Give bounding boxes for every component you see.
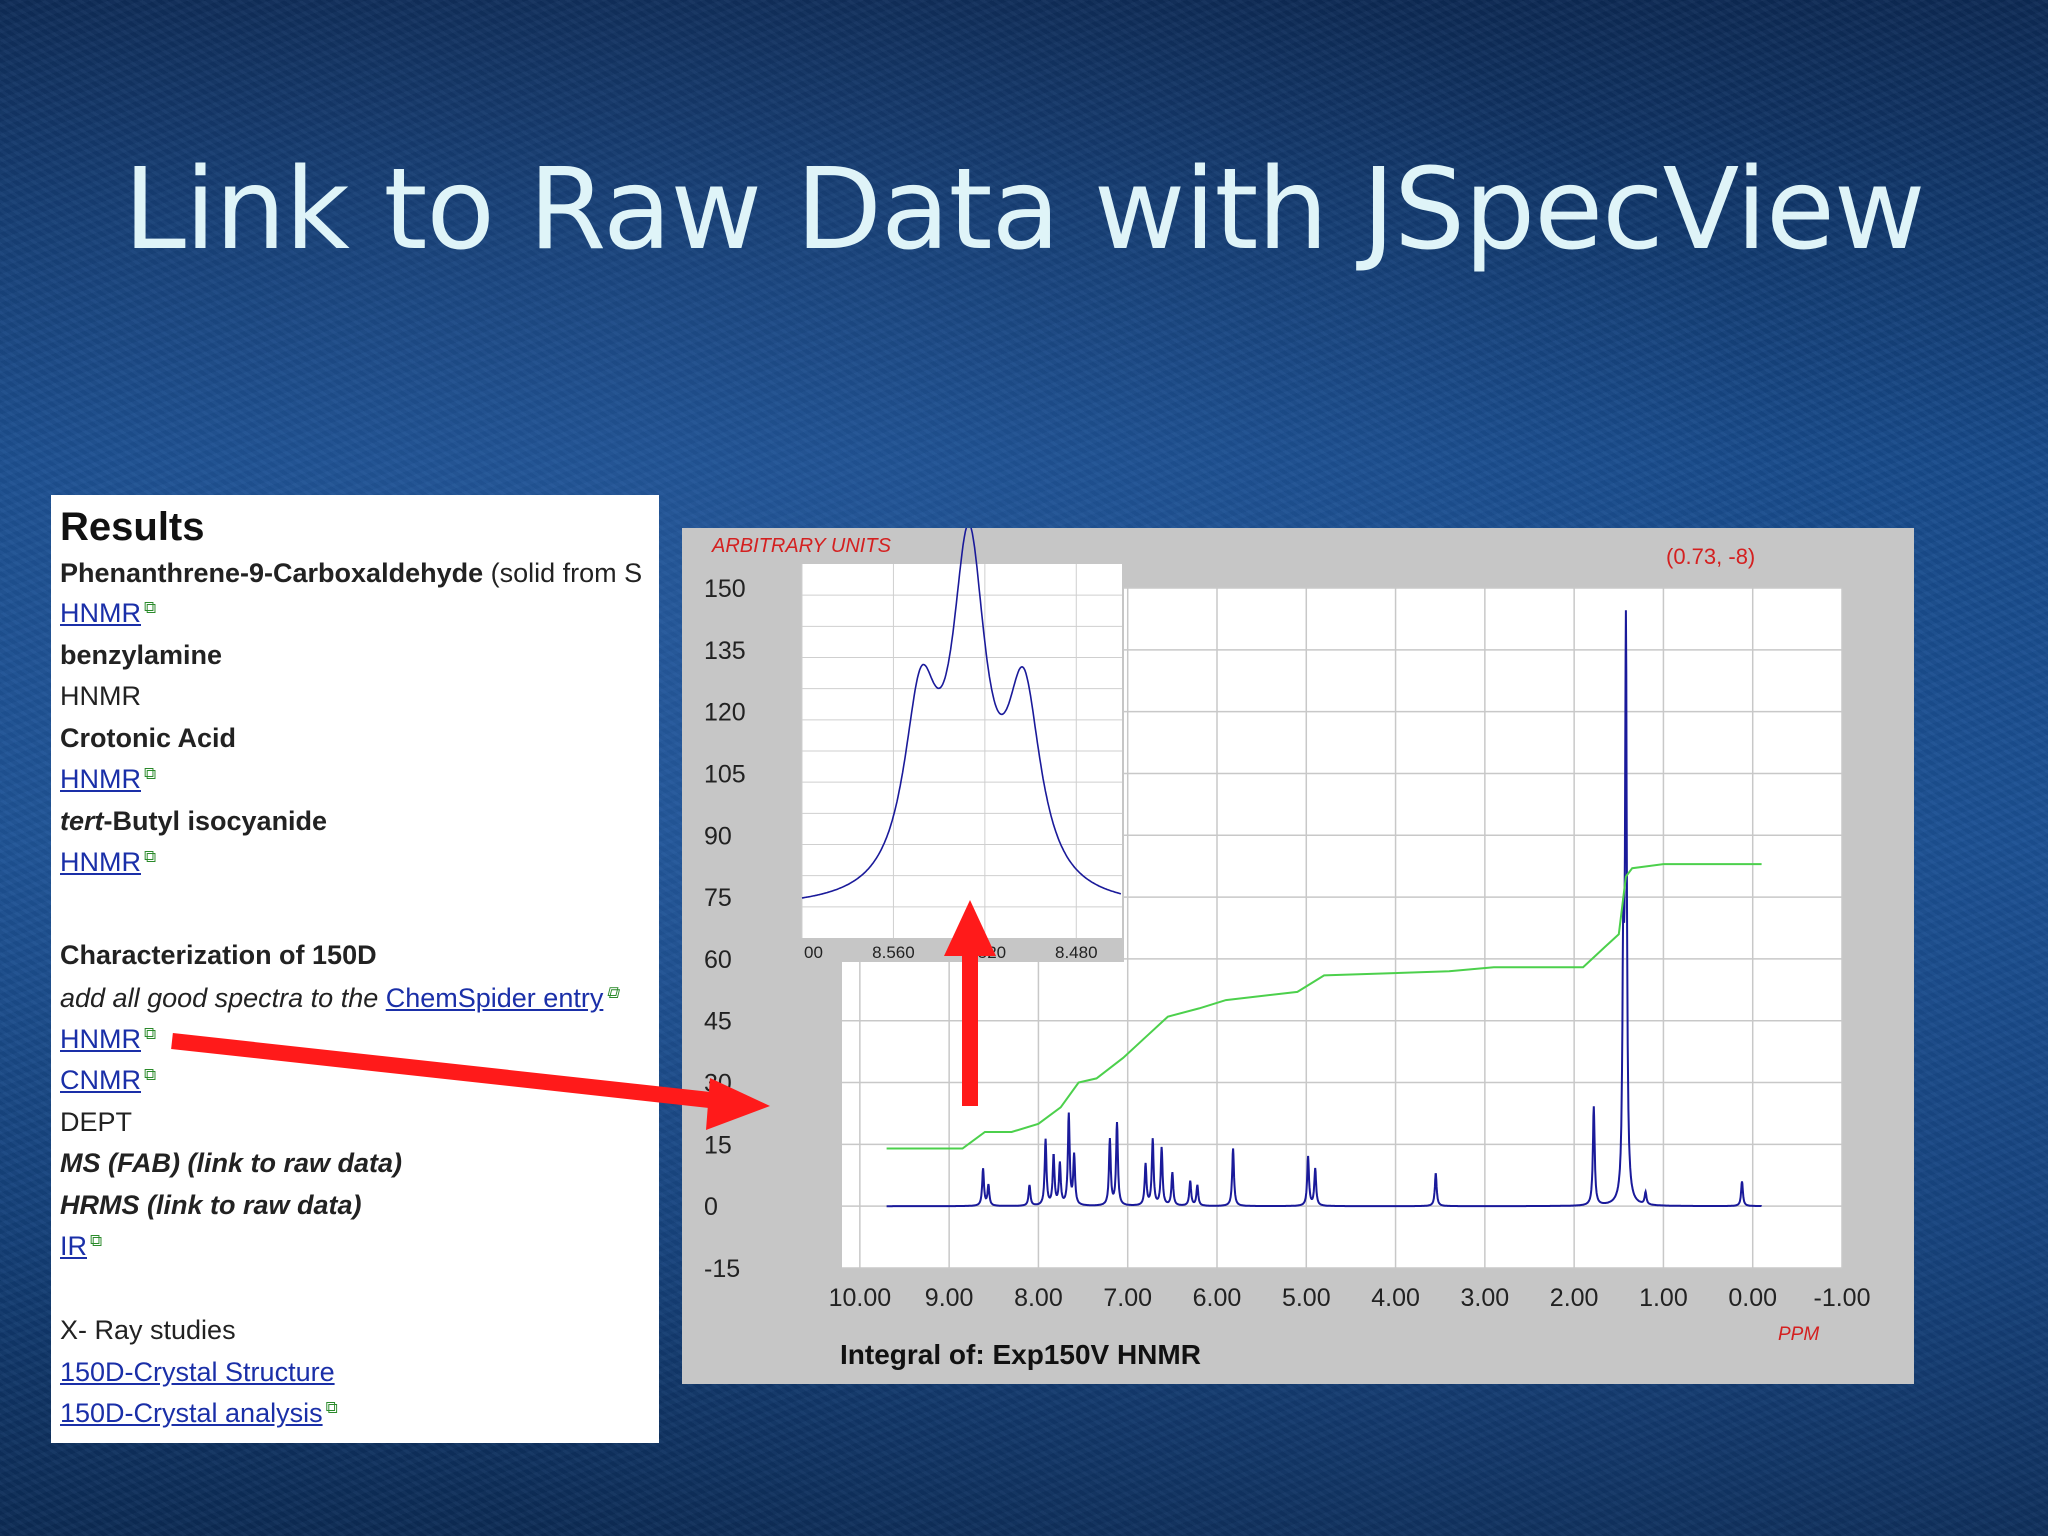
y-tick-label: 135 [704, 637, 746, 665]
compound-benzylamine: benzylamine [60, 640, 223, 670]
xray-heading: X- Ray studies [60, 1315, 236, 1345]
external-link-icon: ⧉ [144, 1065, 157, 1084]
y-tick-label: 105 [704, 760, 746, 788]
x-tick-label: 1.00 [1639, 1284, 1688, 1312]
instruction-text: add all good spectra to the [60, 983, 386, 1013]
x-tick-label: 7.00 [1103, 1284, 1152, 1312]
characterization-instruction: add all good spectra to the ChemSpider e… [60, 983, 618, 1014]
results-panel: Results Phenanthrene-9-Carboxaldehyde (s… [51, 495, 659, 1443]
ir-link-row: IR ⧉ [60, 1231, 102, 1262]
y-tick-label: 120 [704, 699, 746, 727]
red-up-arrow [944, 900, 996, 1106]
external-link-icon: ⧉ [606, 983, 619, 1002]
x-tick-labels: 10.00 9.00 8.00 7.00 6.00 5.00 4.00 3.00 2.00 1.0… [829, 1284, 1871, 1312]
spectrum-caption: Integral of: Exp150V HNMR [840, 1339, 1201, 1370]
slide-title: Link to Raw Data with JSpecView [123, 145, 1926, 275]
x-tick-label: 3.00 [1461, 1284, 1510, 1312]
x-tick-label: 2.00 [1550, 1284, 1599, 1312]
y-tick-label: 30 [704, 1070, 732, 1098]
y-tick-label: 90 [704, 822, 732, 850]
dept-text: DEPT [60, 1107, 133, 1137]
y-tick-label: -15 [704, 1255, 740, 1283]
x-tick-label: 4.00 [1371, 1284, 1420, 1312]
characterization-heading: Characterization of 150D [60, 940, 377, 970]
hnmr-link-row-3: HNMR ⧉ [60, 764, 156, 795]
external-link-icon: ⧉ [144, 764, 157, 783]
compound-tert-butyl: tert-Butyl isocyanide [60, 806, 327, 837]
compound-note: (solid from S [483, 558, 643, 588]
ms-fab-text: MS (FAB) (link to raw data) [60, 1148, 403, 1178]
y-tick-label: 45 [704, 1008, 732, 1036]
y-tick-label: 15 [704, 1131, 732, 1159]
inset-tick-label: 8.480 [1055, 943, 1098, 962]
crystal-structure-link[interactable]: 150D-Crystal Structure [60, 1357, 335, 1387]
x-tick-label: 9.00 [925, 1284, 974, 1312]
x-tick-label: 10.00 [829, 1284, 892, 1312]
y-unit-label: ARBITRARY UNITS [711, 535, 892, 557]
spectrum-trace [886, 610, 1762, 1208]
hnmr-link-row-4: HNMR ⧉ [60, 847, 156, 878]
compound-name: Phenanthrene-9-Carboxaldehyde [60, 558, 484, 588]
integral-trace [886, 863, 1762, 1150]
hnmr-link-tert-butyl[interactable]: HNMR [60, 847, 141, 877]
y-tick-label: 60 [704, 946, 732, 974]
hnmr-link-row-150d: HNMR ⧉ [60, 1024, 156, 1055]
crystal-analysis-row: 150D-Crystal analysis ⧉ [60, 1398, 338, 1429]
inset-grid-lines [801, 564, 1122, 938]
external-link-icon: ⧉ [325, 1398, 338, 1417]
chemspider-link[interactable]: ChemSpider entry [385, 983, 604, 1013]
hnmr-link-crotonic[interactable]: HNMR [60, 764, 141, 794]
compound-crotonic-acid: Crotonic Acid [60, 723, 237, 753]
results-heading: Results [60, 505, 205, 549]
y-tick-label: 150 [704, 575, 746, 603]
coordinate-readout: (0.73, -8) [1666, 544, 1755, 569]
inset-spectrum-trace [801, 528, 1122, 899]
inset-spectrum-series [801, 528, 1122, 899]
compound-name-italic: tert [60, 806, 104, 836]
x-unit-label: PPM [1778, 1324, 1819, 1345]
external-link-icon: ⧉ [144, 1024, 157, 1043]
hnmr-link-150d[interactable]: HNMR [60, 1024, 141, 1054]
crystal-analysis-link[interactable]: 150D-Crystal analysis [60, 1398, 323, 1428]
y-tick-label: 75 [704, 884, 732, 912]
inset-tick-label: 00 [804, 943, 823, 962]
hnmr-text-benzylamine: HNMR [60, 681, 141, 711]
cnmr-link-150d[interactable]: CNMR [60, 1065, 141, 1095]
x-tick-label: 0.00 [1728, 1284, 1777, 1312]
jspecview-spectrum-viewer[interactable]: 150 135 120 105 90 75 60 45 30 15 0 -15 10.00 9.00 8.… [682, 528, 1914, 1384]
cnmr-link-row: CNMR ⧉ [60, 1065, 156, 1096]
external-link-icon: ⧉ [144, 598, 157, 617]
crystal-structure-row: 150D-Crystal Structure [60, 1357, 335, 1388]
compound-phenanthrene: Phenanthrene-9-Carboxaldehyde (solid fro… [60, 558, 642, 589]
y-tick-label: 0 [704, 1193, 718, 1221]
ir-link-150d[interactable]: IR [60, 1231, 87, 1261]
hnmr-link-row-1: HNMR ⧉ [60, 598, 156, 629]
spectrum-series [886, 610, 1762, 1208]
compound-name-rest: -Butyl isocyanide [103, 806, 328, 836]
inset-tick-label: 8.560 [872, 943, 915, 962]
hnmr-link-phenanthrene[interactable]: HNMR [60, 598, 141, 628]
x-tick-label: -1.00 [1814, 1284, 1871, 1312]
x-tick-label: 6.00 [1193, 1284, 1242, 1312]
external-link-icon: ⧉ [90, 1231, 103, 1250]
external-link-icon: ⧉ [144, 847, 157, 866]
x-tick-label: 8.00 [1014, 1284, 1063, 1312]
x-tick-label: 5.00 [1282, 1284, 1331, 1312]
hrms-text: HRMS (link to raw data) [60, 1190, 362, 1220]
